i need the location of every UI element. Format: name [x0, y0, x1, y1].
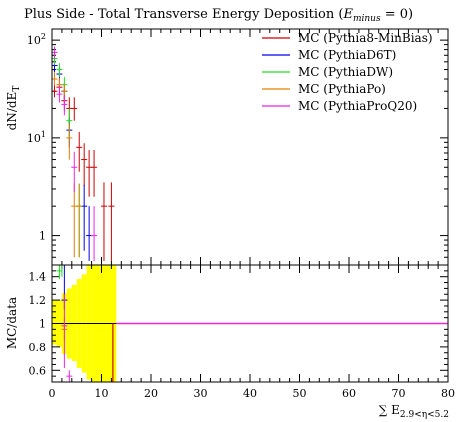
y-tick-base: 1 — [39, 230, 46, 243]
title-sub: minus — [353, 14, 381, 24]
main-data-marks — [51, 46, 115, 261]
y-tick-label: 1 — [39, 230, 46, 243]
x-tick-label: 80 — [441, 387, 455, 400]
x-tick-label: 20 — [144, 387, 158, 400]
ratio-y-tick-label: 1.2 — [29, 294, 47, 307]
ratio-y-tick-label: 0.6 — [29, 364, 47, 377]
xlabel-sub: 2.9<η<5.2 — [400, 410, 449, 420]
x-tick-label: 0 — [49, 387, 56, 400]
chart-title: Plus Side - Total Transverse Energy Depo… — [24, 7, 413, 24]
x-axis-label: ∑ E2.9<η<5.2 — [379, 403, 449, 420]
ratio-y-axis-label: MC/data — [5, 297, 19, 349]
ratio-y-tick-label: 1 — [39, 318, 46, 331]
x-tick-label: 50 — [293, 387, 307, 400]
title-main: Plus Side - Total Transverse Energy Depo… — [24, 7, 343, 22]
uncertainty-band — [86, 265, 92, 380]
legend-label: MC (PythiaProQ20) — [298, 99, 417, 113]
x-tick-label: 70 — [392, 387, 406, 400]
ylabel-sub: T — [12, 86, 22, 92]
legend-label: MC (PythiaDW) — [298, 65, 393, 79]
legend-label: MC (PythiaD6T) — [298, 48, 396, 62]
ratio-plot-frame — [51, 264, 449, 383]
legend-label: MC (Pythia8-MinBias) — [298, 31, 433, 45]
ratio-axis-ticks: 0.6 0.8 1 1.2 1.4 0 10 20 30 40 50 60 70 80 — [29, 264, 455, 400]
y-tick-base: 10 — [27, 132, 41, 145]
uncertainty-band — [52, 300, 57, 345]
x-tick-label: 40 — [243, 387, 257, 400]
main-y-axis-label: dN/dET — [5, 86, 22, 131]
ratio-y-tick-label: 0.8 — [29, 341, 47, 354]
title-tail: = 0) — [381, 7, 414, 22]
x-tick-label: 10 — [95, 387, 109, 400]
ratio-data-marks — [56, 264, 448, 383]
ratio-band-layer — [52, 265, 117, 382]
legend-label: MC (PythiaPo) — [298, 82, 386, 96]
x-tick-label: 60 — [342, 387, 356, 400]
y-tick-exponent: 2 — [41, 32, 46, 41]
legend: MC (Pythia8-MinBias) MC (PythiaD6T) MC (Py… — [262, 31, 433, 113]
y-tick-exponent: 1 — [41, 130, 46, 139]
y-tick-base: 10 — [27, 34, 41, 47]
uncertainty-band — [71, 284, 77, 361]
ylabel-main: dN/dE — [5, 92, 19, 131]
ratio-y-tick-label: 1.4 — [29, 271, 47, 284]
title-var: E — [342, 7, 353, 22]
y-tick-label: 102 — [27, 32, 46, 47]
x-tick-label: 30 — [194, 387, 208, 400]
xlabel-sum: ∑ E — [379, 403, 400, 417]
y-tick-label: 101 — [27, 130, 46, 145]
